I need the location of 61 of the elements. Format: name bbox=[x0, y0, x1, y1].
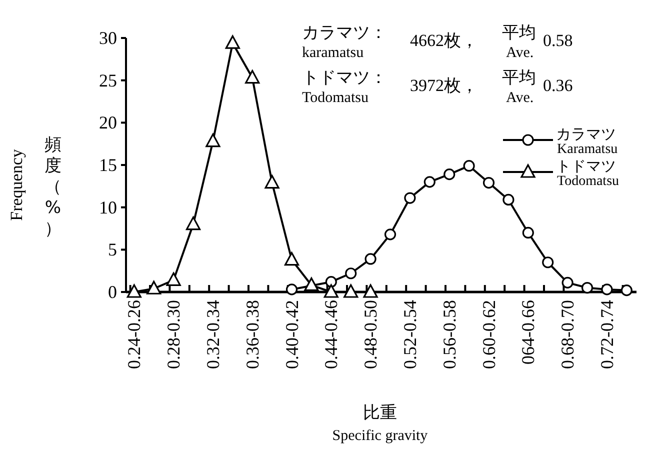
point bbox=[186, 216, 201, 230]
legend-label: カラマツ Karamatsu bbox=[556, 125, 618, 157]
x-tick-label: 0.60-0.62 bbox=[478, 300, 499, 369]
annotation: 0.58 bbox=[543, 31, 573, 50]
point bbox=[363, 284, 378, 298]
point bbox=[620, 284, 632, 296]
x-tick-label: 0.68-0.70 bbox=[558, 300, 578, 369]
annotation: カラマツ： karamatsu bbox=[302, 23, 387, 61]
x-tick-label: 0.24-0.26 bbox=[124, 300, 144, 369]
y-tick-label: 5 bbox=[108, 240, 117, 260]
x-tick-label: 0.48-0.50 bbox=[360, 300, 381, 369]
point bbox=[225, 35, 240, 49]
point bbox=[206, 133, 220, 148]
point bbox=[463, 160, 475, 172]
point bbox=[424, 176, 436, 188]
point bbox=[444, 168, 456, 180]
annotation: 平均 Ave. bbox=[502, 23, 536, 61]
point bbox=[502, 194, 514, 206]
annotation: 4662枚， bbox=[410, 31, 478, 50]
legend-label: トドマツ Todomatsu bbox=[556, 157, 620, 189]
x-tick-label: 0.32-0.34 bbox=[202, 300, 223, 369]
x-tick-label: 0.52-0.54 bbox=[400, 300, 420, 369]
point bbox=[522, 226, 534, 239]
point bbox=[325, 276, 337, 288]
y-tick-label: 25 bbox=[99, 70, 117, 90]
x-tick-label: 0.44-0.46 bbox=[321, 300, 342, 369]
point bbox=[562, 276, 574, 288]
point bbox=[345, 268, 357, 280]
point bbox=[364, 253, 376, 265]
point bbox=[264, 174, 280, 189]
point bbox=[601, 284, 613, 296]
annotation: 0.36 bbox=[543, 76, 573, 95]
y-tick-label: 15 bbox=[99, 155, 117, 175]
y-axis-title: 頻度（%） Frequency bbox=[7, 135, 62, 239]
point bbox=[324, 284, 338, 298]
point bbox=[304, 277, 319, 292]
x-tick-label: 0.56-0.58 bbox=[439, 300, 460, 369]
point bbox=[542, 256, 554, 268]
y-tick-label: 10 bbox=[99, 197, 117, 218]
y-tick-label: 20 bbox=[99, 112, 117, 133]
point bbox=[245, 70, 260, 84]
y-tick-label: 30 bbox=[99, 28, 117, 48]
annotation: トドマツ： Todomatsu bbox=[302, 68, 387, 106]
point bbox=[146, 280, 162, 294]
point bbox=[166, 272, 181, 286]
annotation: 3972枚， bbox=[410, 76, 478, 95]
x-tick-label: 0.72-0.74 bbox=[596, 300, 617, 369]
point bbox=[404, 192, 416, 204]
x-tick-label: 0.28-0.30 bbox=[164, 300, 184, 369]
y-tick-label: 0 bbox=[108, 282, 117, 302]
point bbox=[344, 284, 358, 298]
point bbox=[286, 284, 298, 296]
x-tick-label: 0.40-0.42 bbox=[282, 300, 302, 369]
point bbox=[284, 252, 300, 266]
point bbox=[581, 282, 594, 294]
point bbox=[482, 176, 495, 189]
x-tick-label: 064-0.66 bbox=[518, 300, 538, 364]
point bbox=[384, 228, 396, 240]
x-axis-title: 比重 Specific gravity bbox=[332, 403, 428, 444]
x-tick-label: 0.36-0.38 bbox=[242, 300, 262, 369]
annotation: 平均 Ave. bbox=[502, 68, 536, 106]
